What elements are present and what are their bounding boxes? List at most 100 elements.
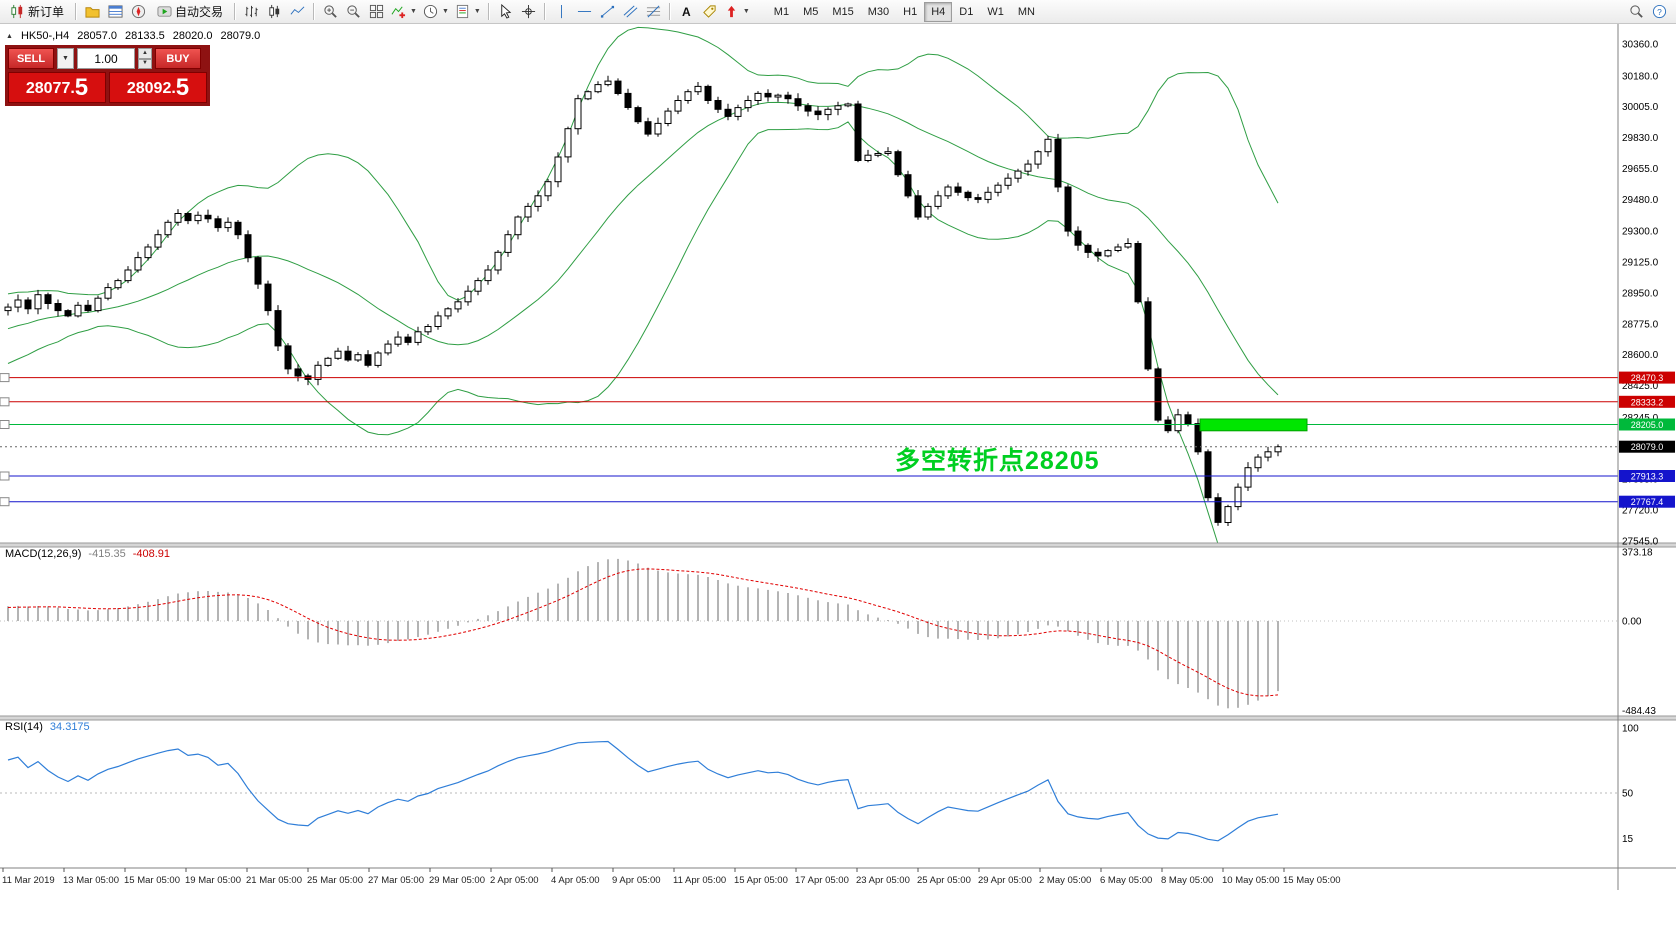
timeframe-h1[interactable]: H1 — [896, 2, 924, 22]
svg-text:11 Mar 2019: 11 Mar 2019 — [2, 875, 55, 886]
svg-text:17 Apr 05:00: 17 Apr 05:00 — [795, 875, 849, 886]
sell-price[interactable]: 28077. 5 — [8, 72, 106, 103]
buy-button[interactable]: BUY — [155, 48, 201, 69]
help-button[interactable]: ? — [1648, 1, 1671, 22]
svg-text:28470.3: 28470.3 — [1631, 373, 1664, 383]
timeframe-m5[interactable]: M5 — [796, 2, 825, 22]
line-chart-icon — [290, 6, 305, 15]
svg-text:27767.4: 27767.4 — [1631, 497, 1664, 507]
zoom-out-button[interactable] — [342, 1, 365, 22]
trendline-icon — [600, 5, 614, 18]
macd-indicator — [0, 558, 1618, 709]
svg-text:21 Mar 05:00: 21 Mar 05:00 — [246, 875, 302, 886]
svg-text:28950.0: 28950.0 — [1622, 288, 1659, 299]
timeframe-h4[interactable]: H4 — [924, 1, 953, 22]
search-icon — [1630, 5, 1643, 18]
profile-folder-icon — [85, 7, 100, 18]
templates-button[interactable]: ▼ — [452, 1, 484, 22]
chevron-down-icon: ▼ — [62, 55, 69, 62]
rsi-value: 34.3175 — [49, 721, 90, 733]
volume-up-button[interactable]: ▲ — [138, 48, 152, 59]
label-tool-button[interactable] — [698, 1, 721, 22]
line-chart-button[interactable] — [286, 1, 309, 22]
horizontal-line-tool-button[interactable] — [573, 1, 596, 22]
channel-icon — [623, 5, 638, 18]
sell-button[interactable]: SELL — [8, 48, 54, 69]
green-highlight-box[interactable] — [1199, 418, 1308, 432]
navigator-button[interactable] — [127, 1, 150, 22]
buy-price-main: 28092. — [126, 80, 176, 97]
svg-text:30005.0: 30005.0 — [1622, 102, 1659, 113]
svg-text:28600.0: 28600.0 — [1622, 350, 1659, 361]
svg-text:27720.0: 27720.0 — [1622, 506, 1659, 517]
chart-ohlc-header: ▲ HK50-,H4 28057.0 28133.5 28020.0 28079… — [6, 30, 260, 42]
tile-windows-icon — [369, 4, 384, 19]
svg-text:27545.0: 27545.0 — [1622, 537, 1659, 548]
vertical-line-tool-button[interactable] — [550, 1, 573, 22]
svg-text:6 May 05:00: 6 May 05:00 — [1100, 875, 1152, 886]
svg-text:23 Apr 05:00: 23 Apr 05:00 — [856, 875, 910, 886]
svg-text:30180.0: 30180.0 — [1622, 71, 1659, 82]
timeframe-mn[interactable]: MN — [1011, 2, 1042, 22]
chevron-down-icon: ▼ — [441, 8, 449, 15]
candlestick-series — [4, 75, 1282, 526]
text-tool-icon: A — [682, 4, 691, 19]
order-type-dropdown[interactable]: ▼ — [57, 48, 74, 69]
svg-text:29830.0: 29830.0 — [1622, 133, 1659, 144]
svg-text:29655.0: 29655.0 — [1622, 164, 1659, 175]
navigator-icon — [131, 4, 146, 19]
new-order-button[interactable]: 新订单 — [3, 1, 71, 22]
buy-price-big-digit: 5 — [175, 74, 190, 101]
timeframe-d1[interactable]: D1 — [952, 2, 980, 22]
search-button[interactable] — [1625, 1, 1648, 22]
market-watch-button[interactable] — [104, 1, 127, 22]
trend-annotation[interactable]: 多空转折点28205 — [895, 447, 1100, 475]
svg-text:28079.0: 28079.0 — [1631, 442, 1664, 452]
channel-tool-button[interactable] — [619, 1, 642, 22]
svg-text:?: ? — [1657, 7, 1662, 17]
high-value: 28133.5 — [125, 30, 165, 42]
tile-windows-button[interactable] — [365, 1, 388, 22]
periods-button[interactable]: ▼ — [420, 1, 452, 22]
collapse-icon[interactable]: ▲ — [6, 32, 13, 40]
price-axis[interactable]: 30360.0 30180.0 30005.0 29830.0 29655.0 29480… — [1617, 24, 1675, 890]
macd-title: MACD(12,26,9) — [5, 548, 82, 560]
timeframe-w1[interactable]: W1 — [980, 2, 1011, 22]
svg-text:-484.43: -484.43 — [1622, 706, 1656, 717]
separator — [487, 3, 490, 20]
one-click-trading-panel: SELL ▼ ▲ ▼ BUY 28077.5 28092.5 — [5, 45, 210, 106]
candlestick-chart-button[interactable] — [263, 1, 286, 22]
cursor-button[interactable] — [494, 1, 517, 22]
chevron-down-icon: ▼ — [473, 8, 481, 15]
trendline-tool-button[interactable] — [596, 1, 619, 22]
crosshair-button[interactable] — [517, 1, 540, 22]
profiles-button[interactable] — [81, 1, 104, 22]
horizontal-line-objects[interactable] — [0, 373, 1618, 507]
pane-separators[interactable] — [0, 542, 1676, 721]
svg-text:27 Mar 05:00: 27 Mar 05:00 — [368, 875, 424, 886]
separator — [543, 3, 546, 20]
indicators-button[interactable]: ▼ — [388, 1, 420, 22]
cursor-icon — [501, 4, 512, 19]
svg-text:10 May 05:00: 10 May 05:00 — [1222, 875, 1280, 886]
svg-text:15 Mar 05:00: 15 Mar 05:00 — [124, 875, 180, 886]
zoom-in-button[interactable] — [319, 1, 342, 22]
arrows-tool-button[interactable]: ▼ — [721, 1, 753, 22]
timeframe-m30[interactable]: M30 — [861, 2, 896, 22]
autotrading-button[interactable]: 自动交易 — [150, 1, 230, 22]
time-axis[interactable]: 11 Mar 2019 13 Mar 05:00 15 Mar 05:00 19 Ma… — [0, 867, 1676, 886]
volume-input[interactable] — [77, 48, 135, 69]
text-tool-button[interactable]: A — [675, 1, 698, 22]
rsi-label: RSI(14) 34.3175 — [5, 721, 90, 733]
timeframe-m1[interactable]: M1 — [767, 2, 796, 22]
chart-canvas[interactable]: 30360.0 30180.0 30005.0 29830.0 29655.0 29480… — [0, 24, 1676, 947]
new-order-label: 新订单 — [28, 5, 65, 19]
svg-text:2 Apr 05:00: 2 Apr 05:00 — [490, 875, 539, 886]
bar-chart-button[interactable] — [240, 1, 263, 22]
volume-down-button[interactable]: ▼ — [138, 58, 152, 69]
svg-text:15 May 05:00: 15 May 05:00 — [1283, 875, 1341, 886]
buy-price[interactable]: 28092. 5 — [109, 72, 207, 103]
fibonacci-tool-button[interactable] — [642, 1, 665, 22]
timeframe-m15[interactable]: M15 — [825, 2, 860, 22]
clock-icon — [423, 4, 438, 19]
